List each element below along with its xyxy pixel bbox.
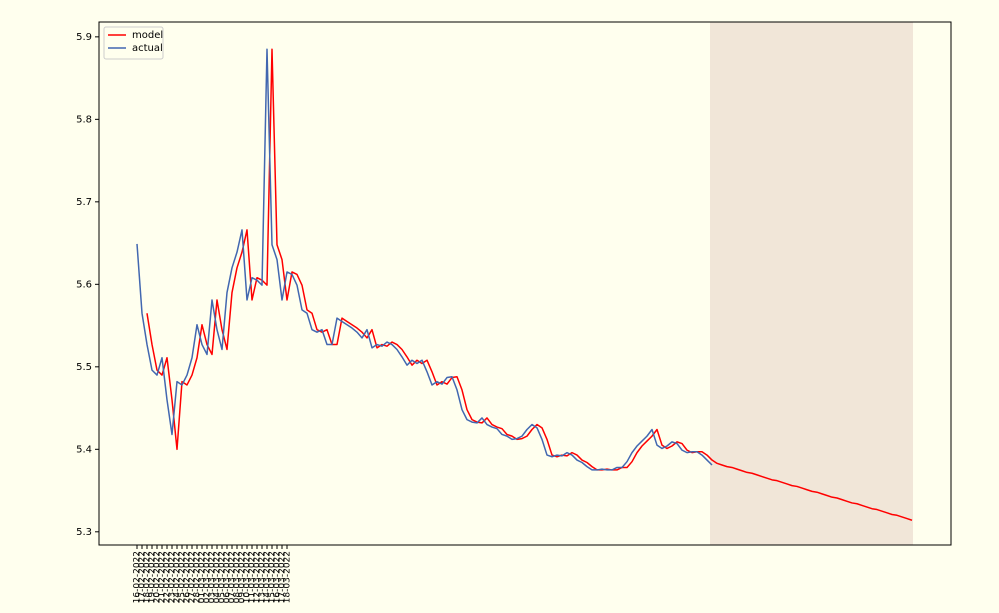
y-tick-label: 5.4	[76, 444, 92, 455]
x-tick-label: 21-02-2022	[158, 551, 168, 603]
x-tick-label: 19-02-2022	[148, 551, 158, 603]
y-tick-label: 5.5	[76, 362, 92, 373]
x-tick-label: 27-02-2022	[188, 551, 198, 603]
x-tick-label: 01-03-2022	[198, 551, 208, 603]
x-tick-label: 26-02-2022	[183, 551, 193, 603]
x-tick-label: 04-03-2022	[213, 551, 223, 603]
x-tick-label: 05-03-2022	[218, 551, 228, 603]
x-tick-label: 08-03-2022	[233, 551, 243, 603]
legend-label: model	[132, 30, 163, 41]
y-tick-label: 5.8	[76, 114, 92, 125]
series-line	[136, 48, 713, 471]
x-tick-label: 18-03-2022	[283, 551, 293, 603]
x-tick-label: 28-02-2022	[193, 551, 203, 603]
x-tick-label: 16-03-2022	[273, 551, 283, 603]
x-tick-label: 23-02-2022	[168, 551, 178, 603]
x-tick-label: 25-02-2022	[178, 551, 188, 603]
x-tick-label: 16-02-2022	[133, 551, 143, 603]
series-line	[146, 48, 913, 521]
x-tick-label: 09-03-2022	[238, 551, 248, 603]
plot-area	[136, 22, 913, 545]
axes-frame	[98, 21, 952, 546]
x-tick-label: 06-03-2022	[223, 551, 233, 603]
y-tick-label: 5.7	[76, 197, 92, 208]
x-tick-label: 24-02-2022	[173, 551, 183, 603]
y-tick-label: 5.6	[76, 279, 92, 290]
x-tick-label: 14-03-2022	[263, 551, 273, 603]
x-tick-label: 11-03-2022	[248, 551, 258, 603]
x-tick-label: 03-03-2022	[208, 551, 218, 603]
x-tick-label: 13-03-2022	[258, 551, 268, 603]
x-tick-label: 12-03-2022	[253, 551, 263, 603]
x-tick-label: 20-02-2022	[153, 551, 163, 603]
x-tick-label: 10-03-2022	[243, 551, 253, 603]
x-tick-label: 17-02-2022	[138, 551, 148, 603]
y-tick-label: 5.3	[76, 527, 92, 538]
x-tick-label: 02-03-2022	[203, 551, 213, 603]
x-tick-label: 07-03-2022	[228, 551, 238, 603]
shaded-span	[710, 22, 913, 545]
x-tick-label: 17-03-2022	[278, 551, 288, 603]
x-tick-label: 18-02-2022	[143, 551, 153, 603]
legend-label: actual	[132, 43, 163, 54]
x-tick-label: 22-02-2022	[163, 551, 173, 603]
x-tick-label: 15-03-2022	[268, 551, 278, 603]
y-tick-label: 5.9	[76, 32, 92, 43]
